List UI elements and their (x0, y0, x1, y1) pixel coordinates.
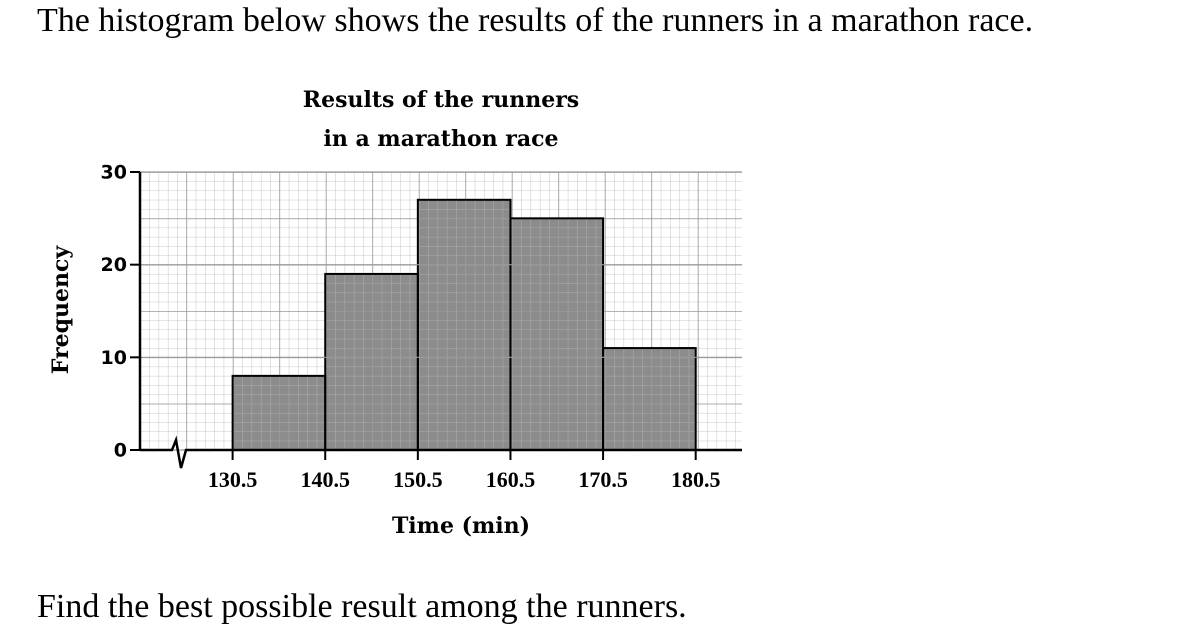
question-text: Find the best possible result among the … (37, 588, 687, 625)
chart-title: in a marathon race (323, 126, 558, 152)
x-axis (140, 435, 742, 469)
y-tick-label: 20 (101, 254, 127, 276)
chart-title: Results of the runners (303, 87, 579, 113)
y-tick-label: 10 (101, 347, 127, 369)
x-tick-label: 150.5 (393, 467, 443, 492)
intro-text: The histogram below shows the results of… (37, 2, 1034, 39)
x-axis-label: Time (min) (392, 513, 530, 539)
major-grid (140, 172, 742, 450)
y-tick-label: 30 (101, 162, 127, 184)
y-tick-label: 0 (114, 440, 127, 462)
x-tick-label: 180.5 (671, 467, 721, 492)
x-tick-label: 160.5 (486, 467, 536, 492)
x-tick-label: 130.5 (208, 467, 258, 492)
x-tick-label: 140.5 (300, 467, 350, 492)
y-axis-label: Frequency (48, 245, 74, 375)
x-tick-label: 170.5 (578, 467, 628, 492)
